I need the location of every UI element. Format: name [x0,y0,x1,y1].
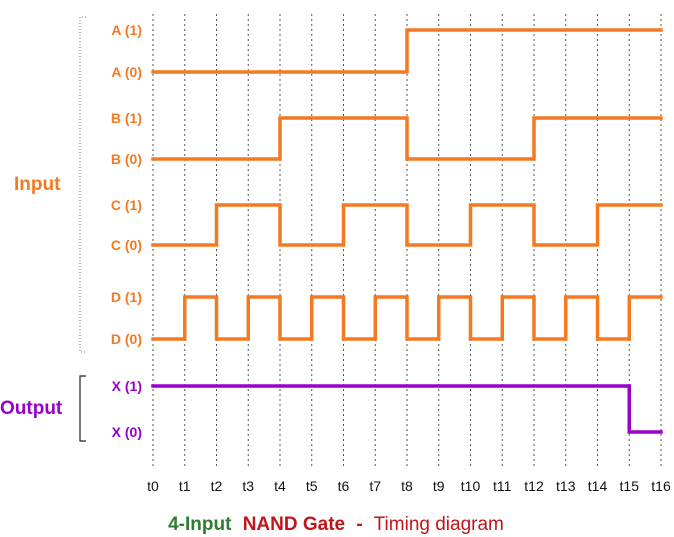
tick-label-t11: t11 [493,478,512,494]
diagram-title: 4-Input NAND Gate - Timing diagram [168,514,504,535]
tick-label-t13: t13 [556,478,576,494]
tick-label-t15: t15 [620,478,640,494]
tick-label-t1: t1 [179,478,191,494]
input-group-label: Input [14,174,61,195]
tick-label-t12: t12 [524,478,544,494]
signal-b-high-label: B (1) [111,110,142,126]
signal-waveforms [151,28,663,434]
title-separator: - [356,514,362,535]
signal-b-waveform [151,116,663,161]
tick-label-t10: t10 [461,478,481,494]
signal-x-low-label: X (0) [112,424,142,440]
tick-label-t4: t4 [274,478,286,494]
title-subtitle: Timing diagram [374,514,504,535]
signal-x-high-label: X (1) [112,378,142,394]
title-gate-inputs: 4-Input [168,514,232,535]
tick-label-t2: t2 [211,478,223,494]
tick-label-t7: t7 [369,478,381,494]
output-group-label: Output [0,398,63,419]
input-bracket [79,16,86,353]
signal-d-low-label: D (0) [111,331,142,347]
signal-d-high-label: D (1) [111,289,142,305]
signal-level-labels: A (1) A (0) B (1) B (0) C (1) C (0) D (1) D (0)… [111,22,142,440]
tick-label-t8: t8 [401,478,413,494]
signal-a-waveform [151,28,663,74]
tick-label-t0: t0 [147,478,159,494]
output-bracket [79,375,86,442]
tick-label-t3: t3 [242,478,254,494]
tick-label-t14: t14 [588,478,608,494]
signal-c-high-label: C (1) [111,197,142,213]
tick-label-t6: t6 [338,478,350,494]
signal-c-waveform [151,203,663,247]
signal-b-low-label: B (0) [111,151,142,167]
signal-x-waveform [151,384,663,434]
signal-a-low-label: A (0) [111,64,142,80]
signal-c-low-label: C (0) [111,237,142,253]
tick-label-t16: t16 [651,478,671,494]
title-gate-name: NAND Gate [243,514,345,535]
time-gridlines [152,14,662,468]
group-brackets [79,16,86,442]
tick-label-t5: t5 [306,478,318,494]
signal-d-waveform [151,295,663,341]
time-axis-labels: t0 t1 t2 t3 t4 t5 t6 t7 t8 t9 t10 t11 t12 t13 t14 t15 t1… [147,478,671,494]
tick-label-t9: t9 [433,478,445,494]
signal-a-high-label: A (1) [111,22,142,38]
